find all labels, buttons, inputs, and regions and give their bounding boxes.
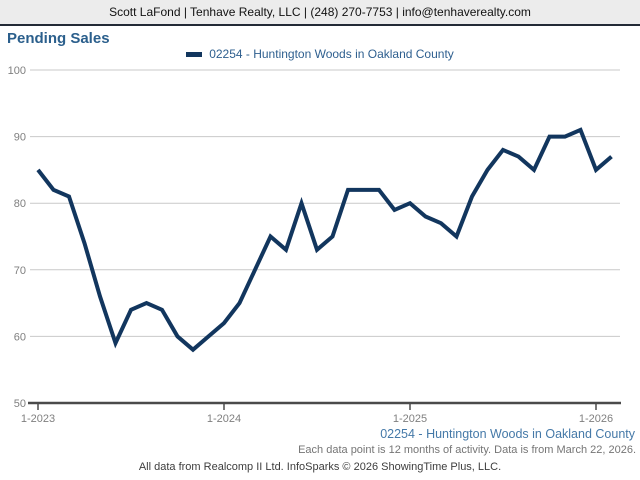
x-tick-label: 1-2026 — [579, 413, 613, 425]
x-tick-label: 1-2024 — [207, 413, 241, 425]
contact-header: Scott LaFond | Tenhave Realty, LLC | (24… — [0, 0, 640, 26]
y-tick-label-100: 100 — [8, 65, 26, 77]
y-tick-label-80: 80 — [14, 198, 26, 210]
legend-line-swatch — [186, 51, 203, 57]
y-tick-label-50: 50 — [14, 398, 26, 410]
trend-line — [36, 127, 613, 353]
page-title: Pending Sales — [7, 30, 110, 47]
legend-label: 02254 - Huntington Woods in Oakland Coun… — [209, 47, 454, 61]
x-tick-label: 1-2025 — [393, 413, 427, 425]
attribution-text: All data from Realcomp II Ltd. InfoSpark… — [138, 461, 502, 473]
chart-legend: 02254 - Huntington Woods in Oakland Coun… — [0, 47, 640, 61]
station-label: 02254 - Huntington Woods in Oakland Coun… — [380, 427, 635, 441]
data-note: Each data point is 12 months of activity… — [298, 444, 636, 456]
contact-text: Scott LaFond | Tenhave Realty, LLC | (24… — [109, 5, 531, 19]
y-tick-label-70: 70 — [14, 265, 26, 277]
y-tick-label-90: 90 — [14, 132, 26, 144]
y-tick-label-60: 60 — [14, 331, 26, 343]
x-tick-label: 1-2023 — [21, 413, 55, 425]
